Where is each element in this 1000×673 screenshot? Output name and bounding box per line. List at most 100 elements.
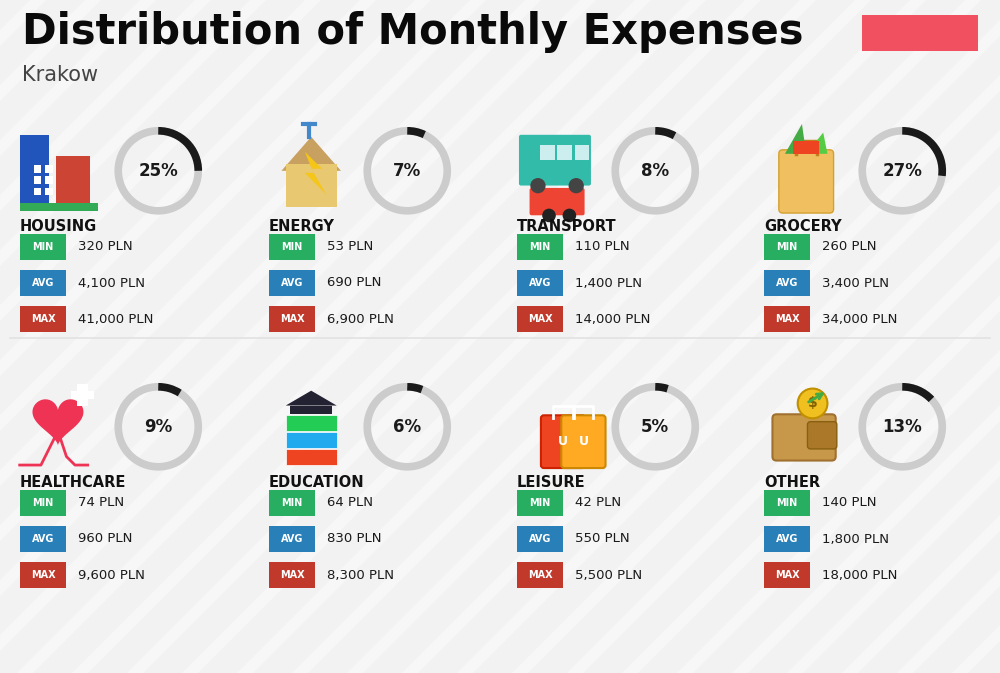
Text: HOUSING: HOUSING <box>20 219 97 234</box>
Text: 7%: 7% <box>393 162 421 180</box>
FancyBboxPatch shape <box>20 526 66 552</box>
Polygon shape <box>305 151 326 194</box>
Text: 64 PLN: 64 PLN <box>327 497 373 509</box>
Text: AVG: AVG <box>776 278 798 288</box>
FancyBboxPatch shape <box>77 384 88 406</box>
Text: 74 PLN: 74 PLN <box>78 497 124 509</box>
FancyBboxPatch shape <box>286 432 337 448</box>
Text: 41,000 PLN: 41,000 PLN <box>78 312 153 326</box>
FancyBboxPatch shape <box>269 306 315 332</box>
FancyBboxPatch shape <box>45 188 53 195</box>
FancyBboxPatch shape <box>20 306 66 332</box>
FancyBboxPatch shape <box>862 15 978 51</box>
Text: 27%: 27% <box>882 162 922 180</box>
FancyBboxPatch shape <box>807 422 837 449</box>
FancyBboxPatch shape <box>517 562 563 588</box>
Text: MIN: MIN <box>776 242 798 252</box>
Text: U: U <box>578 435 588 448</box>
Text: 550 PLN: 550 PLN <box>575 532 630 546</box>
FancyBboxPatch shape <box>56 156 90 207</box>
FancyBboxPatch shape <box>269 490 315 516</box>
FancyBboxPatch shape <box>575 145 589 160</box>
FancyBboxPatch shape <box>519 135 591 186</box>
Circle shape <box>530 178 546 193</box>
FancyBboxPatch shape <box>20 234 66 260</box>
Text: MAX: MAX <box>280 570 304 580</box>
Text: MIN: MIN <box>529 498 551 508</box>
Text: 1,400 PLN: 1,400 PLN <box>575 277 642 289</box>
Text: 53 PLN: 53 PLN <box>327 240 373 254</box>
Text: MIN: MIN <box>281 242 303 252</box>
Text: 260 PLN: 260 PLN <box>822 240 876 254</box>
Polygon shape <box>806 133 827 154</box>
FancyBboxPatch shape <box>517 234 563 260</box>
Text: U: U <box>558 435 568 448</box>
FancyBboxPatch shape <box>34 165 41 172</box>
Text: AVG: AVG <box>529 534 551 544</box>
Text: OTHER: OTHER <box>764 475 820 490</box>
FancyBboxPatch shape <box>764 270 810 296</box>
FancyBboxPatch shape <box>764 234 810 260</box>
Text: AVG: AVG <box>281 278 303 288</box>
Text: 5%: 5% <box>641 418 669 436</box>
FancyBboxPatch shape <box>269 234 315 260</box>
Text: MAX: MAX <box>528 314 552 324</box>
FancyBboxPatch shape <box>20 490 66 516</box>
FancyBboxPatch shape <box>269 270 315 296</box>
Text: TRANSPORT: TRANSPORT <box>517 219 617 234</box>
FancyBboxPatch shape <box>764 306 810 332</box>
FancyBboxPatch shape <box>779 150 834 213</box>
FancyBboxPatch shape <box>764 562 810 588</box>
Text: LEISURE: LEISURE <box>517 475 586 490</box>
Text: Distribution of Monthly Expenses: Distribution of Monthly Expenses <box>22 11 804 53</box>
FancyBboxPatch shape <box>541 415 585 468</box>
FancyBboxPatch shape <box>517 270 563 296</box>
Text: MAX: MAX <box>280 314 304 324</box>
Text: 320 PLN: 320 PLN <box>78 240 133 254</box>
Text: MAX: MAX <box>31 570 55 580</box>
Text: HEALTHCARE: HEALTHCARE <box>20 475 126 490</box>
Text: AVG: AVG <box>32 278 54 288</box>
Polygon shape <box>32 399 83 446</box>
Text: AVG: AVG <box>32 534 54 544</box>
Text: AVG: AVG <box>529 278 551 288</box>
Text: MIN: MIN <box>32 242 54 252</box>
FancyBboxPatch shape <box>34 176 41 184</box>
FancyBboxPatch shape <box>45 165 53 172</box>
Text: EDUCATION: EDUCATION <box>269 475 365 490</box>
Text: 5,500 PLN: 5,500 PLN <box>575 569 642 581</box>
Text: MIN: MIN <box>32 498 54 508</box>
Text: MAX: MAX <box>31 314 55 324</box>
Text: MIN: MIN <box>281 498 303 508</box>
FancyBboxPatch shape <box>517 306 563 332</box>
Text: 9%: 9% <box>144 418 172 436</box>
FancyBboxPatch shape <box>764 490 810 516</box>
Text: 690 PLN: 690 PLN <box>327 277 381 289</box>
Circle shape <box>569 178 584 193</box>
Polygon shape <box>286 390 337 406</box>
Polygon shape <box>281 137 341 171</box>
Text: MIN: MIN <box>529 242 551 252</box>
Text: $: $ <box>808 396 817 411</box>
Circle shape <box>798 388 827 419</box>
Text: 6,900 PLN: 6,900 PLN <box>327 312 394 326</box>
Text: 8%: 8% <box>641 162 669 180</box>
Text: GROCERY: GROCERY <box>764 219 842 234</box>
Text: 6%: 6% <box>393 418 421 436</box>
Text: ENERGY: ENERGY <box>269 219 335 234</box>
Circle shape <box>563 209 576 222</box>
Text: 8,300 PLN: 8,300 PLN <box>327 569 394 581</box>
FancyBboxPatch shape <box>45 176 53 184</box>
Text: AVG: AVG <box>281 534 303 544</box>
FancyBboxPatch shape <box>269 562 315 588</box>
Text: Krakow: Krakow <box>22 65 98 85</box>
FancyBboxPatch shape <box>517 490 563 516</box>
Polygon shape <box>785 124 806 154</box>
FancyBboxPatch shape <box>269 526 315 552</box>
Text: MAX: MAX <box>775 570 799 580</box>
FancyBboxPatch shape <box>772 415 836 460</box>
Text: 34,000 PLN: 34,000 PLN <box>822 312 897 326</box>
FancyBboxPatch shape <box>20 203 98 211</box>
FancyBboxPatch shape <box>517 526 563 552</box>
FancyBboxPatch shape <box>286 164 337 207</box>
